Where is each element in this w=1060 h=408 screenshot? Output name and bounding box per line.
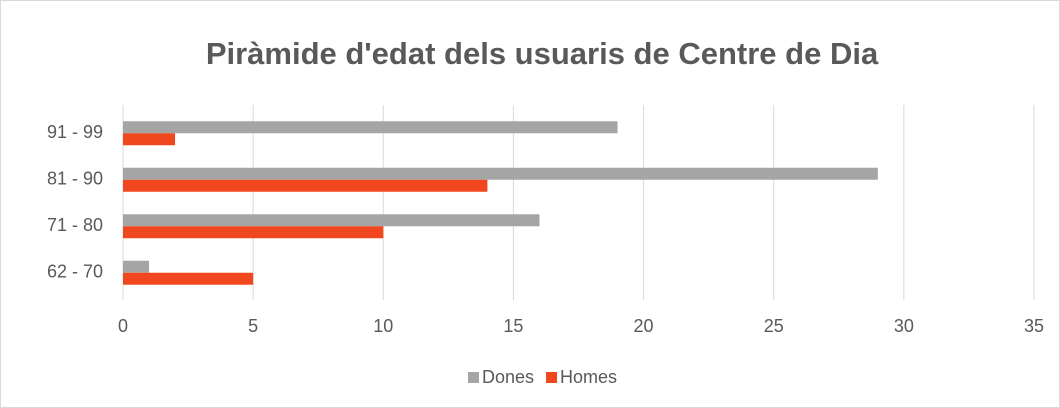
x-tick-label: 20 [634,316,654,336]
legend-swatch [468,372,479,383]
chart-title: Piràmide d'edat dels usuaris de Centre d… [206,36,879,71]
y-tick-label: 62 - 70 [47,262,103,282]
x-tick-label: 10 [373,316,393,336]
bar [123,226,384,239]
bar [123,260,150,273]
legend-label: Dones [482,367,534,387]
legend-swatch [546,372,558,383]
y-tick-label: 91 - 99 [47,122,103,142]
x-tick-label: 0 [118,316,128,336]
bar [123,179,488,192]
x-tick-label: 15 [503,316,523,336]
legend-label: Homes [560,367,617,387]
bar [123,167,878,180]
x-tick-label: 35 [1024,316,1044,336]
x-tick-label: 5 [248,316,258,336]
bar [123,121,618,134]
y-tick-label: 81 - 90 [47,169,103,189]
bar [123,133,176,146]
y-tick-label: 71 - 80 [47,215,103,235]
x-tick-label: 30 [894,316,914,336]
bar [123,272,254,285]
x-tick-label: 25 [764,316,784,336]
bar [123,214,540,227]
